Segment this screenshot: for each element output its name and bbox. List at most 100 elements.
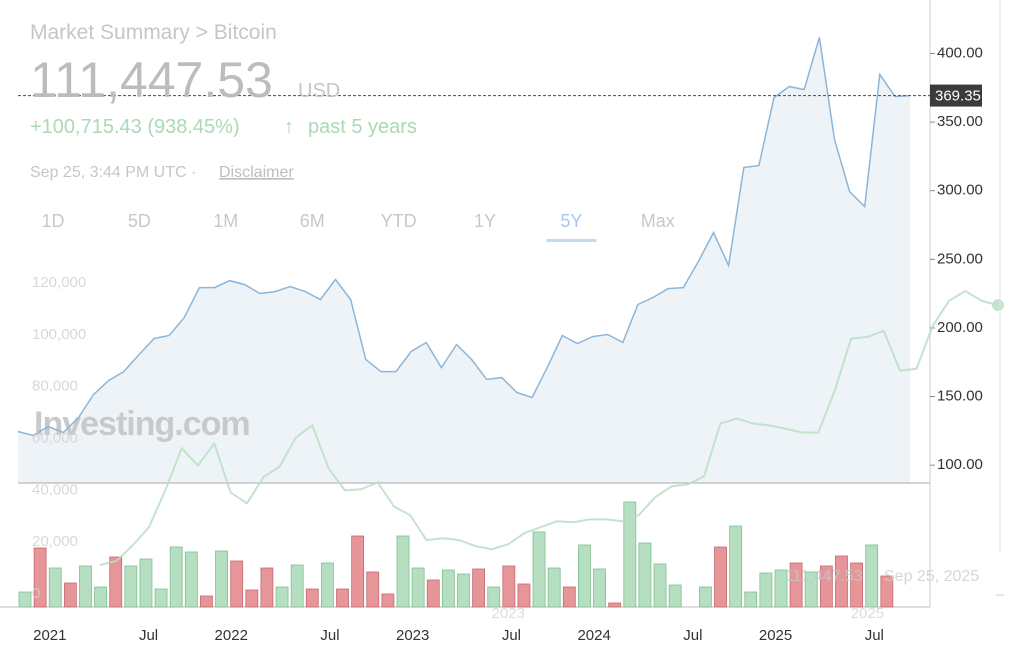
volume-bar xyxy=(699,586,712,608)
volume-bar xyxy=(94,586,107,608)
volume-bar xyxy=(789,562,803,608)
range-tab[interactable]: 5D xyxy=(128,211,151,231)
volume-bar xyxy=(336,588,349,608)
volume-bar xyxy=(774,569,788,608)
price: 111,447.53 xyxy=(30,52,273,108)
last-point xyxy=(992,299,1004,312)
range-tabs: 1D 5D 1M 6M YTD 1Y 5Y Max xyxy=(41,211,675,242)
hover-value: 111,447.53 xyxy=(785,568,863,585)
x-tick-label: 2023 xyxy=(491,605,524,622)
volume-bar xyxy=(275,586,289,608)
volume-bar xyxy=(593,568,606,608)
volume-chart xyxy=(18,501,894,608)
volume-bar xyxy=(457,573,470,608)
volume-bar xyxy=(215,550,228,608)
volume-bar xyxy=(865,544,879,608)
y-tick-label: 120,000 xyxy=(32,274,86,291)
x-tick-label: Jul xyxy=(502,627,521,644)
disclaimer-link[interactable]: Disclaimer xyxy=(219,164,294,181)
volume-bar xyxy=(260,567,274,608)
volume-bar xyxy=(547,567,561,608)
range-tab[interactable]: 5Y xyxy=(560,211,582,231)
volume-bar xyxy=(562,586,576,608)
volume-bar xyxy=(381,593,395,608)
timestamp: Sep 25, 3:44 PM UTC · xyxy=(30,164,196,181)
market-summary: Market Summary > Bitcoin 111,447.53 USD … xyxy=(30,21,417,181)
volume-bar xyxy=(320,562,334,608)
selected-tab-indicator xyxy=(546,239,597,242)
y-tick-label: 60,000 xyxy=(32,429,78,446)
volume-bar xyxy=(653,563,667,608)
area-fill xyxy=(18,37,911,483)
range-tab[interactable]: 6M xyxy=(300,211,325,231)
volume-bar xyxy=(819,565,833,608)
hover-date: Sep 25, 2025 xyxy=(884,568,979,585)
x-tick-label: Jul xyxy=(320,627,339,644)
volume-bar xyxy=(18,591,32,608)
volume-bar xyxy=(729,525,743,608)
volume-bar xyxy=(33,547,47,608)
y-tick-label: 250.00 xyxy=(937,250,983,267)
volume-bar xyxy=(880,575,894,608)
volume-bar xyxy=(169,546,183,608)
volume-bar xyxy=(154,588,168,608)
volume-bar xyxy=(623,501,637,608)
y-tick-label: 300.00 xyxy=(937,182,983,199)
title: Market Summary > Bitcoin xyxy=(30,21,277,44)
volume-bar xyxy=(109,556,123,608)
y-tick-label: 200.00 xyxy=(937,319,983,336)
y-tick-label: 40,000 xyxy=(32,481,78,498)
volume-bar xyxy=(230,560,244,608)
investing-chart: Investing.com 100.00 150.00 200.00 250.00 300… xyxy=(0,0,983,644)
volume-bar xyxy=(668,584,682,608)
volume-bar xyxy=(487,586,501,608)
y-tick-label: 0 xyxy=(32,585,40,602)
y-tick-label: 80,000 xyxy=(32,378,78,395)
x-tick-label: 2021 xyxy=(33,627,66,644)
x-tick-label: 2024 xyxy=(577,627,610,644)
y-tick-label: 350.00 xyxy=(937,113,983,130)
x-tick-label: 2025 xyxy=(851,605,884,622)
volume-bar xyxy=(517,583,531,608)
y-tick-label: 20,000 xyxy=(32,533,78,550)
range-tab[interactable]: 1D xyxy=(41,211,64,231)
volume-bar xyxy=(804,571,818,608)
y-tick-label: 100,000 xyxy=(32,326,86,343)
last-price-box xyxy=(930,84,982,107)
volume-bar xyxy=(48,567,62,608)
volume-bar xyxy=(714,546,727,608)
watermark: Investing.com xyxy=(34,405,250,443)
volume-bar xyxy=(184,551,198,608)
change: +100,715.43 (938.45%) xyxy=(30,116,240,138)
volume-bar xyxy=(532,531,546,608)
volume-bar xyxy=(305,588,319,608)
range-tab[interactable]: YTD xyxy=(381,211,417,231)
volume-bar xyxy=(426,579,440,608)
volume-bar xyxy=(396,535,410,608)
volume-bar xyxy=(63,582,77,608)
volume-bar xyxy=(472,568,486,608)
period: past 5 years xyxy=(308,116,417,138)
y-tick-label: 100.00 xyxy=(937,456,983,473)
x-tick-label: Jul xyxy=(865,627,884,644)
price-line xyxy=(17,37,911,437)
google-chart: 0 20,000 40,000 60,000 80,000 100,000 120,000 2… xyxy=(32,274,1004,622)
range-tab[interactable]: 1M xyxy=(213,211,238,231)
volume-bar xyxy=(608,602,622,608)
volume-bar xyxy=(351,535,365,608)
x-tick-label: Jul xyxy=(683,627,702,644)
y-tick-label: 150.00 xyxy=(937,388,983,405)
volume-bar xyxy=(290,564,304,608)
last-price-label: 369.35 xyxy=(935,88,981,105)
currency: USD xyxy=(298,80,340,102)
range-tab[interactable]: Max xyxy=(641,211,675,231)
volume-bar xyxy=(759,572,773,608)
range-tab[interactable]: 1Y xyxy=(474,211,496,231)
volume-bar xyxy=(79,565,92,608)
volume-bar xyxy=(124,565,138,608)
volume-bar xyxy=(835,555,848,608)
x-tick-label: Jul xyxy=(139,627,158,644)
volume-bar xyxy=(502,565,516,608)
volume-bar xyxy=(850,562,863,608)
volume-bar xyxy=(441,569,455,608)
